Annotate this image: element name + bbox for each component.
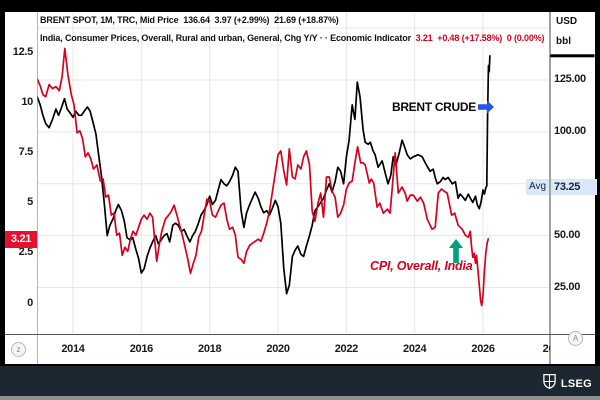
x-axis-tick-2018: 2018 [198, 343, 222, 355]
left-axis-tick-2.5: 2.5 [18, 246, 34, 259]
left-axis-tick-10: 10 [21, 95, 33, 108]
x-axis-tick-2026: 2026 [471, 343, 495, 355]
left-axis-tick-12.5: 12.5 [12, 45, 34, 58]
left-axis-tick-7.5: 7.5 [18, 145, 34, 158]
status-bar: LSEG [0, 366, 600, 396]
right-arrow-icon[interactable] [478, 100, 494, 119]
left-axis-scale-button[interactable]: z [11, 342, 26, 357]
legend-line-brent[interactable]: BRENT SPOT, 1M, TRC, Mid Price 136.64 3.… [40, 15, 339, 25]
lseg-crest-icon [542, 373, 557, 395]
avg-tag: Avg [526, 179, 549, 196]
x-axis-tick-2022: 2022 [334, 343, 359, 355]
right-axis-tick-50.00: 50.00 [554, 228, 581, 241]
left-axis-tick-5: 5 [27, 196, 33, 209]
legend-brent-title: BRENT SPOT, 1M, TRC, Mid Price [40, 15, 179, 25]
x-axis-tick-2024: 2024 [403, 343, 427, 355]
avg-value-label: 73.25 [551, 179, 597, 196]
bottom-strip [0, 396, 600, 400]
legend-brent-values: 136.64 3.97 (+2.99%) 21.69 (+18.87%) [178, 15, 339, 25]
x-axis-tick-202: 202 [542, 343, 550, 355]
right-axis-tick-125.00: 125.00 [554, 73, 586, 85]
x-axis-tick-2016: 2016 [129, 343, 154, 355]
lseg-logo: LSEG [542, 373, 592, 395]
cpi-india-annotation[interactable]: CPI, Overall, India [370, 259, 473, 273]
brent-crude-annotation[interactable]: BRENT CRUDE [391, 100, 476, 114]
legend-cpi-title: India, Consumer Prices, Overall, Rural a… [40, 33, 411, 43]
right-axis-tick-100.00: 100.00 [554, 124, 586, 137]
x-axis-tick-2020: 2020 [266, 343, 290, 355]
up-arrow-icon[interactable] [449, 239, 463, 268]
legend-cpi-values: 3.21 +0.48 (+17.58%) 0 (0.00%) [410, 33, 545, 43]
x-axis-tick-2014: 2014 [61, 343, 85, 355]
lseg-brand-text: LSEG [560, 378, 592, 390]
right-axis-unit-measure: bbl [556, 36, 571, 47]
left-axis-tick-0: 0 [27, 296, 33, 309]
right-axis-tick-25.00: 25.00 [554, 280, 581, 293]
legend-line-cpi[interactable]: India, Consumer Prices, Overall, Rural a… [40, 33, 545, 43]
cpi-last-value-badge: 3.21 [5, 230, 37, 248]
right-axis-unit-currency: USD [556, 16, 578, 27]
auto-scale-button[interactable]: A [568, 331, 583, 346]
time-axis[interactable]: 2014 2016 2018 2020 2022 2024 2026 202 [37, 335, 550, 364]
